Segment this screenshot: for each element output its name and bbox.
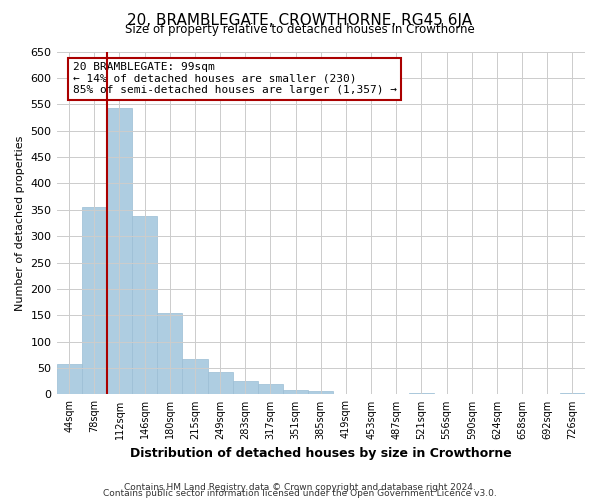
Bar bbox=[132, 216, 157, 394]
Y-axis label: Number of detached properties: Number of detached properties bbox=[15, 136, 25, 310]
Bar bbox=[157, 312, 182, 394]
X-axis label: Distribution of detached houses by size in Crowthorne: Distribution of detached houses by size … bbox=[130, 447, 512, 460]
Bar bbox=[82, 207, 107, 394]
Bar bbox=[308, 390, 334, 394]
Bar bbox=[258, 384, 283, 394]
Text: Size of property relative to detached houses in Crowthorne: Size of property relative to detached ho… bbox=[125, 22, 475, 36]
Bar bbox=[182, 358, 208, 394]
Bar bbox=[107, 108, 132, 395]
Text: Contains HM Land Registry data © Crown copyright and database right 2024.: Contains HM Land Registry data © Crown c… bbox=[124, 483, 476, 492]
Bar bbox=[283, 390, 308, 394]
Bar bbox=[233, 381, 258, 394]
Bar bbox=[208, 372, 233, 394]
Text: Contains public sector information licensed under the Open Government Licence v3: Contains public sector information licen… bbox=[103, 489, 497, 498]
Text: 20, BRAMBLEGATE, CROWTHORNE, RG45 6JA: 20, BRAMBLEGATE, CROWTHORNE, RG45 6JA bbox=[127, 12, 473, 28]
Bar bbox=[56, 364, 82, 394]
Text: 20 BRAMBLEGATE: 99sqm
← 14% of detached houses are smaller (230)
85% of semi-det: 20 BRAMBLEGATE: 99sqm ← 14% of detached … bbox=[73, 62, 397, 96]
